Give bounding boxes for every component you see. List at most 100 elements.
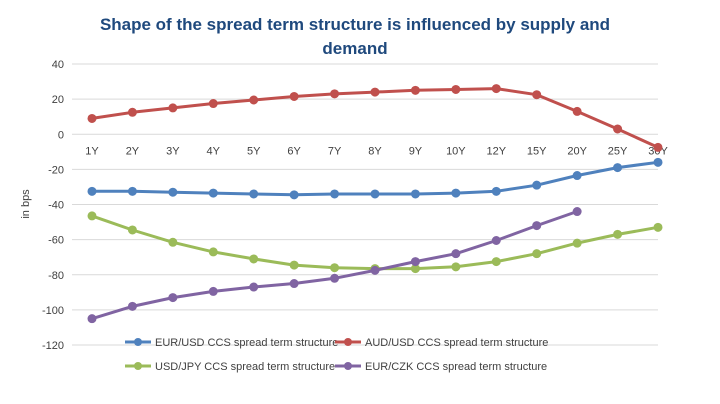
data-point — [208, 247, 218, 257]
data-point — [127, 186, 137, 196]
data-point — [410, 257, 420, 267]
data-point — [613, 229, 623, 239]
data-point — [87, 113, 97, 123]
x-tick-label: 6Y — [287, 145, 301, 157]
data-point — [653, 142, 663, 152]
data-point — [451, 249, 461, 259]
data-point — [370, 87, 380, 97]
legend-label: USD/JPY CCS spread term structure — [155, 361, 335, 373]
data-point — [289, 190, 299, 200]
x-tick-label: 20Y — [567, 145, 587, 157]
legend-label: EUR/CZK CCS spread term structure — [365, 361, 547, 373]
data-point — [491, 257, 501, 267]
series-2 — [87, 84, 663, 152]
y-tick-label: -120 — [42, 340, 64, 352]
data-point — [168, 187, 178, 197]
x-tick-label: 7Y — [328, 145, 342, 157]
x-tick-label: 2Y — [126, 145, 140, 157]
data-point — [653, 222, 663, 232]
series-4 — [87, 207, 582, 324]
data-point — [87, 211, 97, 221]
data-point — [370, 265, 380, 275]
data-point — [532, 180, 542, 190]
y-tick-label: 0 — [58, 129, 64, 141]
x-tick-label: 1Y — [85, 145, 99, 157]
legend-item: AUD/USD CCS spread term structure — [335, 337, 548, 349]
y-tick-label: -40 — [48, 200, 64, 212]
data-point — [208, 286, 218, 296]
data-point — [249, 95, 259, 105]
x-tick-label: 5Y — [247, 145, 261, 157]
series-lines — [87, 84, 663, 324]
data-point — [451, 262, 461, 272]
gridlines — [72, 63, 658, 346]
series-3 — [87, 211, 663, 274]
x-tick-label: 4Y — [207, 145, 221, 157]
data-point — [613, 163, 623, 173]
y-tick-label: 40 — [52, 59, 64, 71]
data-point — [572, 171, 582, 181]
data-point — [410, 189, 420, 199]
x-tick-label: 15Y — [527, 145, 547, 157]
data-point — [491, 186, 501, 196]
data-point — [451, 84, 461, 94]
data-point — [87, 186, 97, 196]
data-point — [572, 207, 582, 217]
data-point — [572, 238, 582, 248]
data-point — [249, 189, 259, 199]
legend-item: EUR/USD CCS spread term structure — [125, 337, 338, 349]
legend-swatch-marker — [134, 338, 142, 346]
data-point — [330, 189, 340, 199]
legend-swatch-marker — [344, 362, 352, 370]
x-tick-label: 9Y — [409, 145, 423, 157]
legend-swatch-marker — [344, 338, 352, 346]
data-point — [289, 91, 299, 101]
y-axis-ticks: 40 20 0 -20 -40 -60 -80 -100 -120 — [42, 59, 64, 352]
y-tick-label: -100 — [42, 305, 64, 317]
data-point — [451, 188, 461, 198]
data-point — [168, 103, 178, 113]
data-point — [127, 107, 137, 117]
x-tick-label: 8Y — [368, 145, 382, 157]
y-tick-label: -80 — [48, 270, 64, 282]
data-point — [330, 89, 340, 99]
data-point — [208, 188, 218, 198]
data-point — [532, 221, 542, 231]
y-tick-label: -20 — [48, 164, 64, 176]
legend-item: USD/JPY CCS spread term structure — [125, 361, 335, 373]
chart-title-line-1: Shape of the spread term structure is in… — [100, 15, 610, 34]
series-1 — [87, 157, 663, 200]
x-tick-label: 25Y — [608, 145, 628, 157]
chart-title-line-2: demand — [322, 39, 387, 58]
legend-label: EUR/USD CCS spread term structure — [155, 337, 338, 349]
data-point — [330, 273, 340, 283]
data-point — [127, 301, 137, 311]
data-point — [370, 189, 380, 199]
data-point — [410, 85, 420, 95]
data-point — [491, 84, 501, 94]
x-axis-ticks: 1Y2Y3Y4Y5Y6Y7Y8Y9Y10Y12Y15Y20Y25Y30Y — [85, 145, 668, 157]
data-point — [330, 263, 340, 273]
data-point — [208, 99, 218, 109]
data-point — [127, 225, 137, 235]
x-tick-label: 3Y — [166, 145, 180, 157]
data-point — [168, 237, 178, 247]
legend-swatch-marker — [134, 362, 142, 370]
data-point — [613, 124, 623, 134]
x-tick-label: 12Y — [486, 145, 506, 157]
data-point — [168, 293, 178, 303]
data-point — [491, 236, 501, 246]
legend: EUR/USD CCS spread term structure AUD/USD… — [125, 337, 548, 373]
data-point — [289, 279, 299, 289]
legend-item: EUR/CZK CCS spread term structure — [335, 361, 547, 373]
y-tick-label: -60 — [48, 235, 64, 247]
data-point — [87, 314, 97, 324]
data-point — [289, 260, 299, 270]
data-point — [532, 249, 542, 259]
data-point — [572, 106, 582, 116]
data-point — [249, 282, 259, 292]
legend-label: AUD/USD CCS spread term structure — [365, 337, 548, 349]
data-point — [653, 157, 663, 167]
x-tick-label: 10Y — [446, 145, 466, 157]
